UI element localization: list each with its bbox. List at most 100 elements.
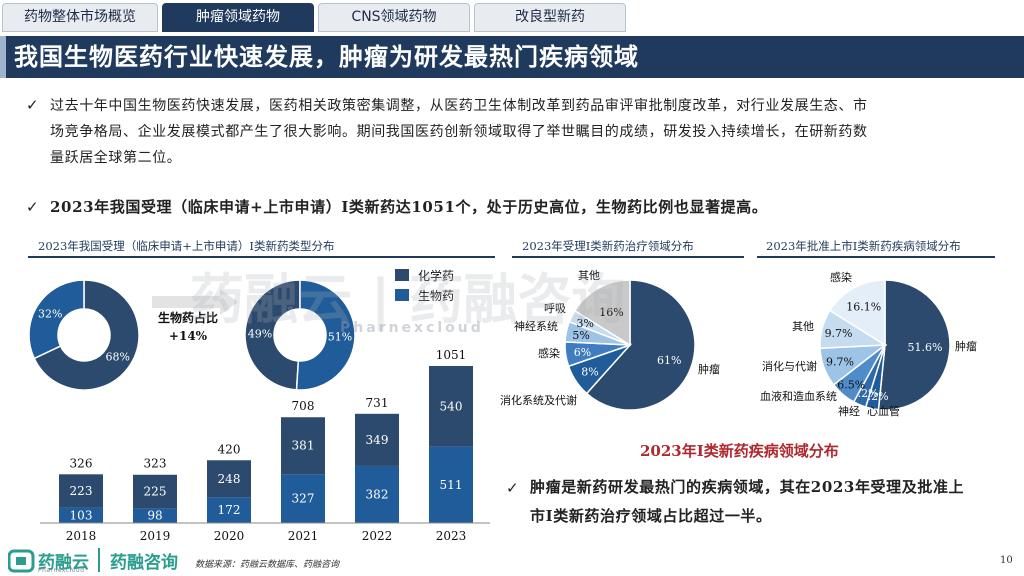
bar-bio-label-2021: 327	[292, 492, 315, 506]
legend-label-chem: 化学药	[418, 268, 454, 283]
tab-improved-drugs[interactable]: 改良型新药	[474, 3, 626, 32]
bar-total-label-2021: 708	[292, 399, 315, 413]
bar-bio-label-2018: 103	[70, 508, 93, 522]
bar-chem-2021	[281, 417, 325, 475]
check-icon: ✓	[506, 479, 519, 497]
bullet-paragraph-3-line2: 市I类新药治疗领域占比超过一半。	[530, 507, 772, 525]
pie1-category-label: 肿瘤	[698, 362, 720, 376]
pie1-other-value-label: 16%	[599, 306, 623, 319]
donut2-chem-slice	[244, 279, 301, 391]
distribution-caption: 2023年I类新药疾病领域分布	[640, 442, 839, 460]
bar-total-label-2019: 323	[144, 457, 167, 471]
bar-chem-2022	[355, 413, 399, 466]
pie2-other-value-label: 9.7%	[825, 327, 853, 340]
pie2-category-label: 其他	[792, 320, 814, 333]
donut1-chem-slice	[33, 279, 140, 391]
arrow-icon	[152, 289, 238, 315]
pie1-neuro-value-label: 5%	[572, 329, 589, 342]
stacked-bar-chart: 103 223 326 2018 98 225 323 2019 172 248 420 2020 32…	[40, 348, 490, 543]
arrow-label-line2: +14%	[169, 329, 208, 343]
left-panel-title: 2023年我国受理（临床申请+上市申请）I类新药类型分布	[38, 239, 335, 253]
donut1-chem-value-label: 68%	[106, 350, 130, 363]
bar-chem-label-2019: 225	[144, 485, 167, 499]
pharnex-logo-icon	[8, 549, 35, 573]
pie1-infection-value-label: 6%	[574, 346, 591, 359]
pie1-category-label: 感染	[538, 346, 560, 360]
bar-bio-2020	[207, 497, 251, 523]
pie2-category-label: 心血管	[867, 404, 900, 418]
bar-bio-2022	[355, 465, 399, 523]
bullet-paragraph-1-line2: 场竞争格局、企业发展模式都产生了很大影响。期间我国医药创新领域取得了举世瞩目的成…	[50, 124, 868, 140]
pie-approved-2023: 51.6%3.2%3.2%6.5%9.7%9.7%16.1%肿瘤心血管神经血液和…	[760, 270, 977, 418]
page-title: 我国生物医药行业快速发展，肿瘤为研发最热门疾病领域	[14, 43, 639, 71]
logo-pharnex: 药融云	[38, 553, 89, 573]
bar-bio-label-2022: 382	[366, 487, 389, 501]
pie2-infection-value-label: 16.1%	[846, 301, 881, 314]
bar-chem-label-2022: 349	[366, 433, 389, 447]
bar-chem-2023	[429, 366, 473, 447]
x-tick-2023: 2023	[436, 529, 467, 543]
pie2-category-label: 感染	[830, 270, 852, 284]
pie1-oncology-slice	[585, 279, 696, 411]
right-panel-underline	[757, 256, 995, 258]
bar-chem-2020	[207, 460, 251, 498]
pie1-digestive-value-label: 8%	[581, 366, 598, 379]
pie2-category-label: 血液和造血系统	[760, 389, 837, 403]
left-panel-underline	[28, 256, 495, 258]
bullet-paragraph-1-line1: 过去十年中国生物医药快速发展，医药相关政策密集调整，从医药卫生体制改革到药品审评…	[50, 98, 868, 114]
bar-chem-label-2023: 540	[440, 399, 463, 413]
pie2-category-label: 神经	[838, 404, 860, 418]
title-bar: 我国生物医药行业快速发展，肿瘤为研发最热门疾病领域	[0, 36, 1024, 78]
x-tick-2020: 2020	[214, 529, 245, 543]
pie2-infection-slice	[828, 279, 886, 347]
title-accent	[0, 36, 6, 78]
pie1-category-label: 呼吸	[544, 302, 566, 315]
donut-2023: 49% 51%	[244, 279, 356, 391]
bullet-paragraph-2: 2023年我国受理（临床申请+上市申请）I类新药达1051个，处于历史高位，生物…	[50, 198, 768, 216]
pie2-digestive-value-label: 9.7%	[826, 356, 854, 369]
tab-oncology[interactable]: 肿瘤领域药物	[162, 3, 314, 32]
footer	[0, 543, 1024, 576]
bar-total-label-2023: 1051	[436, 348, 467, 362]
donut1-bio-slice	[28, 279, 85, 360]
bullet-paragraph-1-line3: 量跃居全球第二位。	[50, 150, 182, 166]
bar-bio-2019	[133, 508, 177, 523]
check-icon: ✓	[26, 198, 39, 216]
bar-total-label-2022: 731	[366, 396, 389, 410]
right-panel-title: 2023年批准上市I类新药疾病领域分布	[766, 239, 961, 253]
legend-label-bio: 生物药	[418, 289, 454, 303]
pie2-oncology-value-label: 51.6%	[907, 341, 942, 354]
legend-swatch-chem	[395, 269, 409, 281]
bar-chem-2018	[59, 474, 103, 508]
data-source: 数据来源：药融云数据库、药融咨询	[195, 560, 340, 570]
donut1-bio-value-label: 32%	[38, 308, 62, 321]
pie1-category-label: 其他	[578, 269, 600, 282]
bar-chem-label-2021: 381	[292, 439, 315, 453]
arrow-label-line1: 生物药占比	[158, 310, 218, 325]
pie2-oncology-slice	[877, 279, 951, 411]
bar-chem-label-2020: 248	[218, 472, 241, 486]
pie2-category-label: 消化与代谢	[762, 359, 817, 373]
donut2-bio-value-label: 51%	[328, 330, 352, 343]
x-tick-2022: 2022	[362, 529, 393, 543]
bar-bio-2018	[59, 507, 103, 523]
logo-divider	[98, 548, 100, 572]
bar-bio-label-2020: 172	[218, 503, 241, 517]
pie1-other-slice	[573, 279, 631, 347]
bar-chem-label-2018: 223	[70, 484, 93, 498]
pie2-category-label: 肿瘤	[955, 339, 977, 353]
bar-total-label-2020: 420	[218, 442, 241, 456]
page-number: 10	[1000, 555, 1013, 566]
tab-bar: 药物整体市场概览 肿瘤领域药物 CNS领域药物 改良型新药	[0, 0, 1024, 32]
bar-bio-2023	[429, 446, 473, 523]
pie2-blood-value-label: 6.5%	[837, 379, 865, 392]
tab-cns[interactable]: CNS领域药物	[318, 3, 470, 32]
bar-bio-label-2023: 511	[440, 478, 463, 492]
bar-chem-2019	[133, 474, 177, 509]
pie1-category-label: 神经系统	[514, 319, 558, 333]
donut2-bio-slice	[295, 279, 356, 391]
legend-swatch-bio	[395, 289, 409, 301]
tab-market-overview[interactable]: 药物整体市场概览	[2, 3, 158, 32]
bar-bio-2021	[281, 474, 325, 523]
